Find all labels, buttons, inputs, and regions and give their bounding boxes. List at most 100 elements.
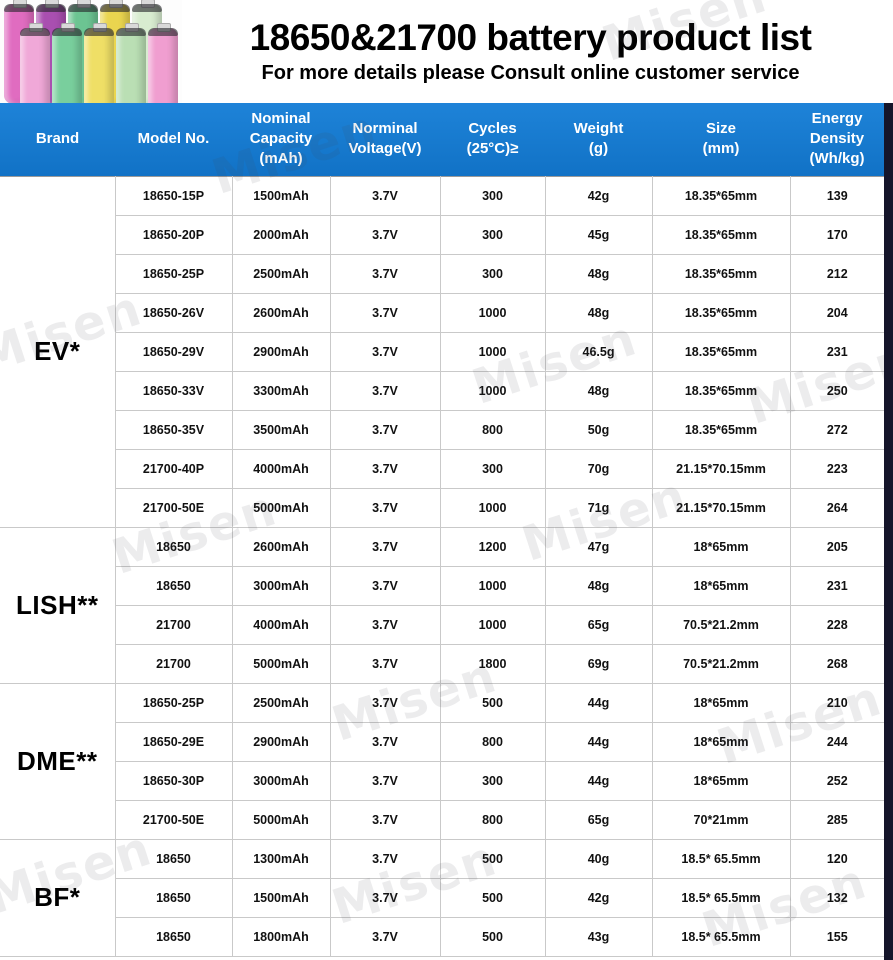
cell-density: 285 bbox=[789, 799, 884, 840]
cell-cycles: 500 bbox=[439, 916, 546, 957]
table-row: 21700-50E 5000mAh 3.7V 1000 71g 21.15*70.15mm… bbox=[0, 487, 884, 528]
page-header: 18650&21700 battery product list For mor… bbox=[0, 0, 893, 103]
cell-size: 18.5* 65.5mm bbox=[651, 838, 791, 879]
table-row: 18650-30P 3000mAh 3.7V 300 44g 18*65mm 252 bbox=[0, 760, 884, 801]
cell-size: 18.35*65mm bbox=[651, 409, 791, 450]
cell-model: 18650-29V bbox=[114, 331, 233, 372]
cell-density: 252 bbox=[789, 760, 884, 801]
table-row: BF* 18650 1300mAh 3.7V 500 40g 18.5* 65.5mm 120 bbox=[0, 838, 884, 957]
table-row: 18650-29V 2900mAh 3.7V 1000 46.5g 18.35*65mm 2… bbox=[0, 331, 884, 372]
cell-capacity: 2900mAh bbox=[231, 721, 331, 762]
battery-cylinder bbox=[116, 23, 146, 103]
table-row: 18650-26V 2600mAh 3.7V 1000 48g 18.35*65mm 204 bbox=[0, 292, 884, 333]
cell-capacity: 1300mAh bbox=[231, 838, 331, 879]
cell-voltage: 3.7V bbox=[329, 760, 441, 801]
cell-model: 18650-25P bbox=[114, 253, 233, 294]
cell-size: 18.35*65mm bbox=[651, 331, 791, 372]
cell-weight: 46.5g bbox=[544, 331, 653, 372]
cell-cycles: 1000 bbox=[439, 370, 546, 411]
cell-density: 223 bbox=[789, 448, 884, 489]
table-row: 21700-50E 5000mAh 3.7V 800 65g 70*21mm 285 bbox=[0, 799, 884, 840]
cell-voltage: 3.7V bbox=[329, 604, 441, 645]
table-row: 18650 1500mAh 3.7V 500 42g 18.5* 65.5mm 132 bbox=[0, 877, 884, 918]
cell-cycles: 300 bbox=[439, 760, 546, 801]
page-title: 18650&21700 battery product list bbox=[249, 16, 812, 58]
battery-cylinder bbox=[148, 23, 178, 103]
cell-voltage: 3.7V bbox=[329, 409, 441, 450]
cell-model: 21700 bbox=[114, 604, 233, 645]
cell-density: 272 bbox=[789, 409, 884, 450]
cell-voltage: 3.7V bbox=[329, 643, 441, 684]
cell-voltage: 3.7V bbox=[329, 526, 441, 567]
cell-model: 21700-40P bbox=[114, 448, 233, 489]
table-header-row: Brand Model No. Nominal Capacity (mAh) N… bbox=[0, 103, 884, 176]
cell-model: 18650-29E bbox=[114, 721, 233, 762]
cell-weight: 70g bbox=[544, 448, 653, 489]
col-header-cycles: Cycles (25°C)≥ bbox=[440, 103, 545, 176]
cell-weight: 48g bbox=[544, 565, 653, 606]
cell-voltage: 3.7V bbox=[329, 175, 441, 216]
cell-weight: 47g bbox=[544, 526, 653, 567]
cell-density: 170 bbox=[789, 214, 884, 255]
table-row: 21700 4000mAh 3.7V 1000 65g 70.5*21.2mm 228 bbox=[0, 604, 884, 645]
cell-voltage: 3.7V bbox=[329, 838, 441, 879]
cell-density: 228 bbox=[789, 604, 884, 645]
col-header-capacity: Nominal Capacity (mAh) bbox=[232, 103, 330, 176]
cell-weight: 65g bbox=[544, 604, 653, 645]
cell-cycles: 500 bbox=[439, 877, 546, 918]
title-block: 18650&21700 battery product list For mor… bbox=[182, 16, 893, 86]
cell-density: 244 bbox=[789, 721, 884, 762]
cell-density: 264 bbox=[789, 487, 884, 528]
cell-model: 18650-33V bbox=[114, 370, 233, 411]
cell-weight: 43g bbox=[544, 916, 653, 957]
table-row: 18650-35V 3500mAh 3.7V 800 50g 18.35*65mm 272 bbox=[0, 409, 884, 450]
cell-cycles: 800 bbox=[439, 799, 546, 840]
cell-cycles: 1200 bbox=[439, 526, 546, 567]
cell-cycles: 300 bbox=[439, 175, 546, 216]
cell-model: 21700-50E bbox=[114, 487, 233, 528]
cell-capacity: 2500mAh bbox=[231, 682, 331, 723]
cell-cycles: 800 bbox=[439, 409, 546, 450]
cell-model: 21700 bbox=[114, 643, 233, 684]
cell-capacity: 2500mAh bbox=[231, 253, 331, 294]
cell-size: 18.5* 65.5mm bbox=[651, 877, 791, 918]
col-header-size: Size (mm) bbox=[652, 103, 790, 176]
cell-capacity: 1800mAh bbox=[231, 916, 331, 957]
col-header-model: Model No. bbox=[115, 103, 232, 176]
cell-model: 18650-20P bbox=[114, 214, 233, 255]
cell-capacity: 3500mAh bbox=[231, 409, 331, 450]
cell-capacity: 1500mAh bbox=[231, 877, 331, 918]
cell-capacity: 2600mAh bbox=[231, 526, 331, 567]
cell-weight: 71g bbox=[544, 487, 653, 528]
cell-voltage: 3.7V bbox=[329, 370, 441, 411]
cell-size: 21.15*70.15mm bbox=[651, 487, 791, 528]
cell-density: 204 bbox=[789, 292, 884, 333]
cell-model: 18650-25P bbox=[114, 682, 233, 723]
cell-size: 18.35*65mm bbox=[651, 253, 791, 294]
cell-density: 231 bbox=[789, 565, 884, 606]
cell-model: 21700-50E bbox=[114, 799, 233, 840]
cell-capacity: 3000mAh bbox=[231, 760, 331, 801]
cell-voltage: 3.7V bbox=[329, 877, 441, 918]
page-subtitle: For more details please Consult online c… bbox=[261, 62, 800, 85]
cell-capacity: 2000mAh bbox=[231, 214, 331, 255]
table-row: 18650-20P 2000mAh 3.7V 300 45g 18.35*65mm 170 bbox=[0, 214, 884, 255]
cell-model: 18650 bbox=[114, 526, 233, 567]
table-row: 21700-40P 4000mAh 3.7V 300 70g 21.15*70.15mm 2… bbox=[0, 448, 884, 489]
cell-capacity: 5000mAh bbox=[231, 799, 331, 840]
cell-density: 268 bbox=[789, 643, 884, 684]
cell-size: 18.35*65mm bbox=[651, 214, 791, 255]
brand-cell: EV* bbox=[0, 175, 116, 528]
right-edge-strip bbox=[884, 103, 893, 960]
cell-size: 18.35*65mm bbox=[651, 370, 791, 411]
cell-model: 18650 bbox=[114, 877, 233, 918]
brand-cell: LISH** bbox=[0, 526, 116, 684]
cell-model: 18650 bbox=[114, 916, 233, 957]
cell-cycles: 300 bbox=[439, 448, 546, 489]
col-header-density: Energy Density (Wh/kg) bbox=[790, 103, 884, 176]
cell-model: 18650 bbox=[114, 565, 233, 606]
cell-weight: 42g bbox=[544, 175, 653, 216]
cell-density: 212 bbox=[789, 253, 884, 294]
cell-model: 18650-26V bbox=[114, 292, 233, 333]
